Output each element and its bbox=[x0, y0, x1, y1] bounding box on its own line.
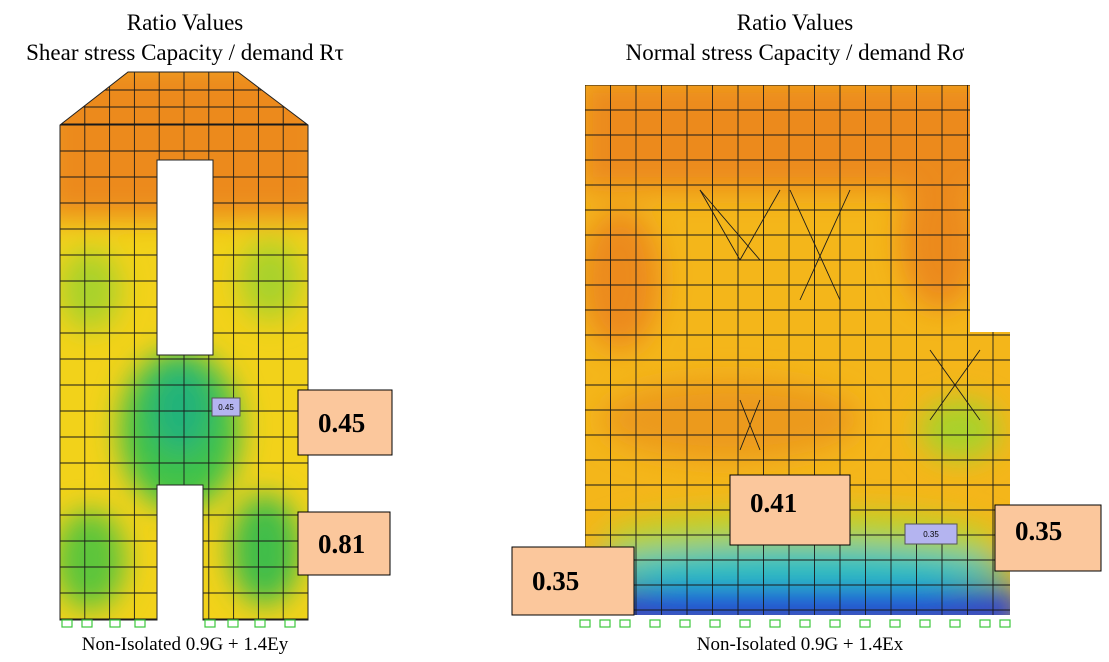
support bbox=[620, 620, 630, 627]
callout: 0.35 bbox=[532, 566, 579, 596]
support bbox=[1000, 620, 1010, 627]
support bbox=[62, 620, 72, 627]
support bbox=[255, 620, 265, 627]
support bbox=[228, 620, 238, 627]
support bbox=[110, 620, 120, 627]
tag: 0.35 bbox=[923, 530, 939, 539]
callout: 0.45 bbox=[318, 408, 365, 438]
support bbox=[860, 620, 870, 627]
right-contour bbox=[580, 80, 1020, 630]
right-title: Ratio Values bbox=[737, 10, 854, 35]
support bbox=[600, 620, 610, 627]
left-title: Ratio Values bbox=[127, 10, 244, 35]
support bbox=[890, 620, 900, 627]
support bbox=[710, 620, 720, 627]
support bbox=[82, 620, 92, 627]
support bbox=[650, 620, 660, 627]
callout: 0.81 bbox=[318, 529, 365, 559]
support bbox=[830, 620, 840, 627]
left-caption: Non-Isolated 0.9G + 1.4Ey bbox=[82, 634, 289, 655]
right-subtitle: Normal stress Capacity / demand Rσ bbox=[626, 40, 965, 65]
left-subtitle: Shear stress Capacity / demand Rτ bbox=[26, 40, 344, 65]
support bbox=[800, 620, 810, 627]
figure: Ratio Values Shear stress Capacity / dem… bbox=[0, 0, 1109, 662]
support bbox=[285, 620, 295, 627]
support bbox=[950, 620, 960, 627]
support bbox=[980, 620, 990, 627]
callout: 0.35 bbox=[1015, 516, 1062, 546]
left-contour bbox=[40, 60, 330, 630]
supports bbox=[62, 620, 1010, 627]
support bbox=[135, 620, 145, 627]
tag: 0.45 bbox=[218, 403, 234, 412]
support bbox=[205, 620, 215, 627]
callout: 0.41 bbox=[750, 488, 797, 518]
support bbox=[770, 620, 780, 627]
support bbox=[580, 620, 590, 627]
support bbox=[680, 620, 690, 627]
support bbox=[920, 620, 930, 627]
right-caption: Non-Isolated 0.9G + 1.4Ex bbox=[697, 634, 904, 655]
support bbox=[740, 620, 750, 627]
